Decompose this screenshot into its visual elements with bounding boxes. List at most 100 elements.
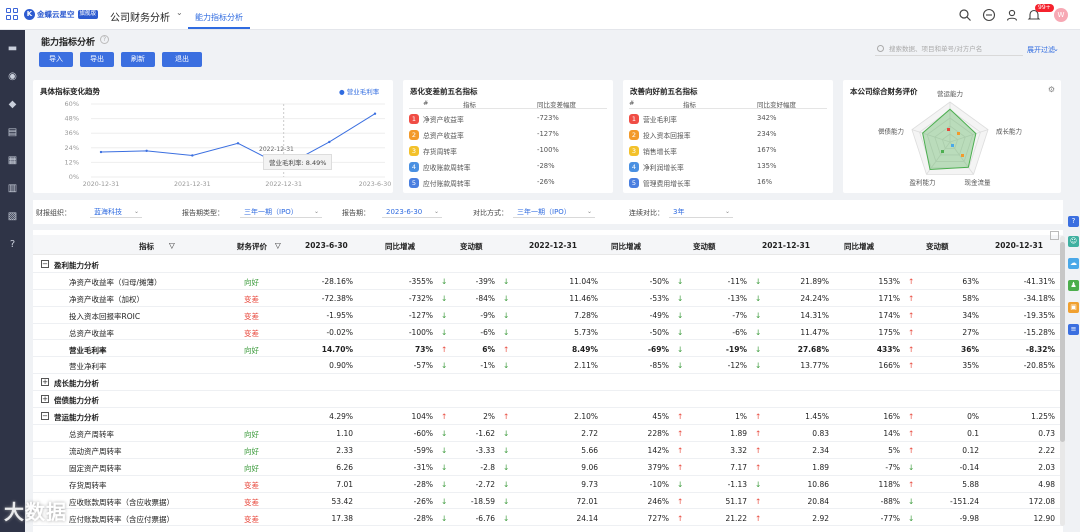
expand-toggle-icon[interactable]: + xyxy=(41,378,49,387)
table-row[interactable]: 净资产收益率（归母/摊薄） 向好 -28.16% -355% -39% 11.04% -50… xyxy=(33,273,1063,290)
vertical-scrollbar[interactable] xyxy=(1060,236,1065,526)
data-point[interactable] xyxy=(145,149,148,153)
column-settings-icon[interactable] xyxy=(1050,231,1059,240)
clipboard-icon[interactable]: ▥ xyxy=(7,183,18,194)
org-select[interactable]: 蓝海科技 ⌄ xyxy=(90,206,142,218)
chat-icon[interactable]: ▬ xyxy=(7,43,18,54)
list-icon[interactable]: ≡ xyxy=(1068,324,1079,335)
group-row[interactable]: + 成长能力分析 xyxy=(33,374,1063,392)
table-row[interactable]: 应收账款周转率（含应收票据） 变差 53.42 -26% -18.59 72.01 246%… xyxy=(33,493,1063,510)
group-row[interactable]: − 营运能力分析 4.29% 104% 2% 2.10% 45% 1% 1.45% 16% 0% 1.… xyxy=(33,408,1063,425)
document-icon[interactable]: ▤ xyxy=(7,127,18,138)
data-point[interactable] xyxy=(373,112,377,115)
table-row[interactable]: 应付账款周转率（含应付票据） 变差 17.38 -28% -6.76 24.14 727% 2… xyxy=(33,510,1063,527)
best5-row[interactable]: 3 销售增长率 167% xyxy=(629,143,827,159)
indicator-name[interactable]: 固定资产周转率 xyxy=(69,463,122,473)
period-type-select[interactable]: 三年一期（IPO） ⌄ xyxy=(240,206,322,218)
help-icon[interactable]: ? xyxy=(100,35,109,44)
expand-toggle-icon[interactable]: + xyxy=(41,395,49,404)
filter-icon[interactable]: ▽ xyxy=(169,241,175,250)
chevron-down-icon[interactable]: ⌄ xyxy=(176,8,183,17)
compare-select[interactable]: 三年一期（IPO） ⌄ xyxy=(513,206,595,218)
rank-badge: 2 xyxy=(409,130,419,140)
best5-row[interactable]: 1 营业毛利率 342% xyxy=(629,111,827,127)
data-point[interactable] xyxy=(328,140,331,144)
worst5-row[interactable]: 4 应收账款周转率 -28% xyxy=(409,159,607,175)
cell-value: 142% xyxy=(647,445,669,455)
x-tick-label: 2021-12-31 xyxy=(174,181,211,188)
table-row[interactable]: 总资产周转率 向好 1.10 -60% -1.62 2.72 228% 1.89 0.83 14%… xyxy=(33,425,1063,442)
data-point[interactable] xyxy=(236,142,240,145)
nav-title[interactable]: 公司财务分析 xyxy=(110,13,170,24)
report-icon[interactable]: ▦ xyxy=(7,155,18,166)
exit-button[interactable]: 退出 xyxy=(162,52,202,67)
table-row[interactable]: 固定资产周转率 向好 6.26 -31% -2.8 9.06 379% 7.17 1.89 -7%… xyxy=(33,459,1063,476)
cube-icon[interactable]: ◆ xyxy=(8,99,17,110)
cloud-icon[interactable]: ☁ xyxy=(1068,258,1079,269)
help-icon[interactable]: ? xyxy=(1068,216,1079,227)
arrow-up-icon: ↑ xyxy=(908,276,915,286)
data-point[interactable] xyxy=(191,154,194,157)
group-row[interactable]: − 盈利能力分析 xyxy=(33,256,1063,273)
service-icon[interactable]: ☺ xyxy=(1068,236,1079,247)
best5-row[interactable]: 5 管理费用增长率 16% xyxy=(629,175,827,191)
table-row[interactable]: 流动资产周转率 向好 2.33 -59% -3.33 5.66 142% 3.32 2.34 5%… xyxy=(33,442,1063,459)
apps-grid-icon[interactable] xyxy=(6,8,18,20)
continuous-select[interactable]: 3年 ⌄ xyxy=(669,206,733,218)
best5-row[interactable]: 2 投入资本回报率 234% xyxy=(629,127,827,143)
arrow-up-icon: ↑ xyxy=(908,361,915,371)
worst5-row[interactable]: 3 存货周转率 -100% xyxy=(409,143,607,159)
legend-item[interactable]: ● 营业毛利率 xyxy=(339,88,380,96)
period-select[interactable]: 2023-6-30 ⌄ xyxy=(382,206,442,218)
indicator-name[interactable]: 净资产收益率（加权） xyxy=(69,294,144,304)
cell-value: 21.22 xyxy=(725,513,747,523)
radar-card: 本公司综合财务评价 ⚙ 营运能力 成长能力 现金流量 盈利能力 偿债能力 xyxy=(843,80,1061,193)
table-row[interactable]: 营业净利率 0.90% -57% -1% 2.11% -85% -12% 13.77% 166%… xyxy=(33,357,1063,375)
search-icon[interactable] xyxy=(958,8,972,22)
indicator-name[interactable]: 营业毛利率 xyxy=(69,345,107,355)
indicator-name[interactable]: 流动资产周转率 xyxy=(69,446,122,456)
worst5-row[interactable]: 2 总资产收益率 -127% xyxy=(409,127,607,143)
best5-row[interactable]: 4 净利润增长率 135% xyxy=(629,159,827,175)
avatar[interactable]: W xyxy=(1054,8,1068,22)
doc-icon[interactable]: ▣ xyxy=(1068,302,1079,313)
search-input[interactable]: 搜索数据、项目和单号/对方户名 xyxy=(875,42,1023,56)
expand-filter-button[interactable]: 展开过滤 xyxy=(1027,46,1055,54)
evaluation: 变差 xyxy=(244,480,259,490)
expand-toggle-icon[interactable]: − xyxy=(41,412,49,421)
cell-value: 175% xyxy=(878,327,900,337)
indicator-name[interactable]: 营业净利率 xyxy=(69,362,107,372)
indicator-name[interactable]: 净资产收益率（归母/摊薄） xyxy=(69,277,162,287)
data-point[interactable] xyxy=(99,150,103,154)
rank-badge: 4 xyxy=(629,162,639,172)
import-button[interactable]: 导入 xyxy=(39,52,73,67)
user-icon[interactable] xyxy=(1005,8,1019,22)
refresh-button[interactable]: 刷新 xyxy=(121,52,155,67)
worst5-row[interactable]: 5 应付账款周转率 -26% xyxy=(409,175,607,191)
indicator-name[interactable]: 总资产周转率 xyxy=(69,430,114,439)
table-row[interactable]: 投入资本回报率ROIC 变差 -1.95% -127% -9% 7.28% -49% -7% 1… xyxy=(33,307,1063,324)
indicator-name[interactable]: 存货周转率 xyxy=(69,480,107,490)
help-icon[interactable]: ? xyxy=(9,239,16,250)
cell-value: 11.46% xyxy=(569,293,598,303)
indicator-name[interactable]: 应付账款周转率（含应付票据） xyxy=(69,514,174,524)
table-row[interactable]: 总资产收益率 变差 -0.02% -100% -6% 5.73% -50% -6% 11.47%… xyxy=(33,324,1063,341)
worst5-row[interactable]: 1 净资产收益率 -723% xyxy=(409,111,607,127)
group-row[interactable]: + 偿债能力分析 xyxy=(33,391,1063,409)
indicator-name[interactable]: 应收账款周转率（含应收票据） xyxy=(69,497,174,507)
table-row[interactable]: 存货周转率 变差 7.01 -28% -2.72 9.73 -10% -1.13 10.86 11… xyxy=(33,476,1063,493)
chevron-down-icon[interactable]: ⌄ xyxy=(1053,45,1059,53)
tab-capability-analysis[interactable]: 能力指标分析 xyxy=(195,13,243,22)
table-row[interactable]: 净资产收益率（加权） 变差 -72.38% -732% -84% 11.46% -53% -1… xyxy=(33,290,1063,307)
message-icon[interactable] xyxy=(982,8,996,22)
contact-icon[interactable]: ♟ xyxy=(1068,280,1079,291)
org-icon[interactable]: ▧ xyxy=(7,211,18,222)
indicator-name[interactable]: 投入资本回报率ROIC xyxy=(69,311,141,321)
table-row[interactable]: 营业毛利率 向好 14.70% 73% 6% 8.49% -69% -19% 27.68% 433… xyxy=(33,341,1063,358)
filter-icon[interactable]: ▽ xyxy=(275,241,281,250)
target-icon[interactable]: ◉ xyxy=(8,71,17,82)
export-button[interactable]: 导出 xyxy=(80,52,114,67)
settings-icon[interactable]: ⚙ xyxy=(1047,85,1055,94)
indicator-name[interactable]: 总资产收益率 xyxy=(69,328,114,338)
expand-toggle-icon[interactable]: − xyxy=(41,260,49,268)
